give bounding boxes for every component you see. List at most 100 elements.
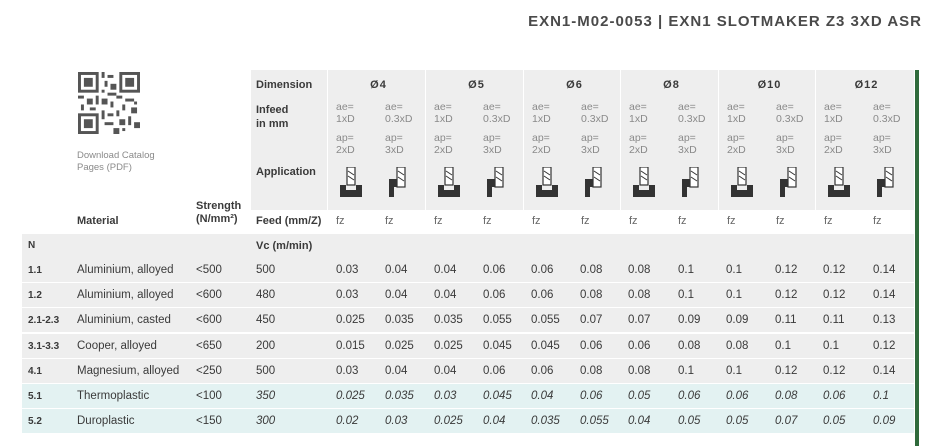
- infeed-ap-line2: 3xD: [385, 144, 404, 156]
- group-row: [22, 234, 914, 258]
- infeed-ae-line1: ae=: [776, 101, 794, 113]
- table-row: [22, 334, 914, 358]
- row-value: 0.04: [531, 390, 554, 402]
- accent-bar: [915, 70, 919, 446]
- fz-label: fz: [385, 215, 394, 227]
- row-value: 0.04: [385, 289, 408, 301]
- row-value: 0.03: [336, 264, 359, 276]
- infeed-ap-line2: 3xD: [776, 144, 795, 156]
- row-value: 0.04: [483, 415, 506, 427]
- shoulder-application-icon: [877, 167, 894, 197]
- fz-label: fz: [727, 215, 736, 227]
- row-value: 0.06: [531, 365, 554, 377]
- row-value: 0.08: [580, 289, 603, 301]
- row-value: 0.035: [531, 415, 560, 427]
- row-value: 0.015: [336, 340, 365, 352]
- infeed-ae-4-0: ae= 1xD: [727, 101, 746, 125]
- row-code: 4.1: [28, 366, 42, 377]
- infeed-ae-2-0: ae= 1xD: [532, 101, 551, 125]
- column-divider: [523, 70, 524, 210]
- dimension-0: Ø4: [370, 79, 387, 91]
- dimension-4: Ø10: [757, 79, 782, 91]
- download-catalog-link[interactable]: Download Catalog Pages (PDF): [77, 150, 155, 174]
- row-value: 0.05: [726, 415, 749, 427]
- row-value: 0.06: [483, 365, 506, 377]
- infeed-ap-2-1: ap= 3xD: [581, 132, 600, 156]
- row-value: 0.05: [678, 415, 701, 427]
- row-value: 0.025: [434, 415, 463, 427]
- group-code: N: [28, 240, 36, 251]
- table-row: [22, 409, 914, 433]
- row-value: 0.12: [775, 264, 798, 276]
- row-vc: 300: [256, 415, 276, 427]
- shoulder-application-icon: [682, 167, 699, 197]
- row-value: 0.03: [385, 415, 408, 427]
- row-value: 0.055: [580, 415, 609, 427]
- strength-header-1: Strength: [196, 200, 242, 212]
- download-line-1: Download Catalog: [77, 150, 155, 161]
- row-vc: 500: [256, 365, 276, 377]
- row-value: 0.06: [531, 264, 554, 276]
- infeed-ap-3-0: ap= 2xD: [629, 132, 648, 156]
- row-value: 0.12: [775, 365, 798, 377]
- infeed-ap-line2: 2xD: [336, 144, 355, 156]
- row-value: 0.04: [434, 365, 457, 377]
- slot-application-icon: [438, 167, 460, 197]
- row-value: 0.04: [385, 264, 408, 276]
- row-value: 0.04: [628, 415, 651, 427]
- row-material: Thermoplastic: [77, 390, 150, 402]
- row-code: 1.2: [28, 290, 42, 301]
- row-value: 0.12: [823, 264, 846, 276]
- infeed-ap-line1: ap=: [483, 132, 501, 144]
- infeed-ae-line2: 0.3xD: [581, 113, 609, 125]
- row-material: Aluminium, alloyed: [77, 289, 174, 301]
- slot-application-icon: [828, 167, 850, 197]
- infeed-ae-line2: 0.3xD: [873, 113, 901, 125]
- infeed-ap-4-1: ap= 3xD: [776, 132, 795, 156]
- fz-label: fz: [776, 215, 785, 227]
- infeed-label-1: Infeed: [256, 104, 289, 116]
- infeed-ae-line1: ae=: [434, 101, 452, 113]
- row-value: 0.06: [823, 390, 846, 402]
- fz-label: fz: [434, 215, 443, 227]
- row-strength: <600: [196, 314, 222, 326]
- infeed-ap-line1: ap=: [873, 132, 891, 144]
- row-value: 0.06: [483, 289, 506, 301]
- fz-label: fz: [336, 215, 345, 227]
- row-value: 0.06: [628, 340, 651, 352]
- row-value: 0.08: [580, 365, 603, 377]
- infeed-ap-line1: ap=: [824, 132, 842, 144]
- infeed-ap-line1: ap=: [678, 132, 696, 144]
- infeed-ae-line1: ae=: [824, 101, 842, 113]
- infeed-ae-line2: 0.3xD: [483, 113, 511, 125]
- infeed-ap-line1: ap=: [629, 132, 647, 144]
- row-value: 0.1: [726, 365, 742, 377]
- row-value: 0.08: [628, 365, 651, 377]
- infeed-ae-line1: ae=: [532, 101, 550, 113]
- column-divider: [425, 70, 426, 210]
- infeed-ap-5-1: ap= 3xD: [873, 132, 892, 156]
- slot-application-icon: [731, 167, 753, 197]
- qr-code[interactable]: [78, 72, 140, 134]
- infeed-ae-line2: 1xD: [824, 113, 843, 125]
- fz-label: fz: [873, 215, 882, 227]
- infeed-ae-line2: 1xD: [336, 113, 355, 125]
- infeed-ae-line1: ae=: [385, 101, 403, 113]
- row-value: 0.03: [336, 289, 359, 301]
- row-value: 0.08: [678, 340, 701, 352]
- infeed-ae-0-0: ae= 1xD: [336, 101, 355, 125]
- row-code: 1.1: [28, 265, 42, 276]
- row-value: 0.12: [775, 289, 798, 301]
- dimension-label: Dimension: [256, 79, 313, 91]
- row-value: 0.14: [873, 365, 896, 377]
- row-value: 0.11: [823, 314, 845, 326]
- row-value: 0.1: [678, 264, 694, 276]
- row-value: 0.06: [580, 390, 603, 402]
- column-divider: [327, 70, 328, 210]
- row-value: 0.1: [873, 390, 889, 402]
- row-strength: <250: [196, 365, 222, 377]
- row-value: 0.12: [823, 365, 846, 377]
- row-value: 0.05: [628, 390, 651, 402]
- infeed-ap-line1: ap=: [434, 132, 452, 144]
- infeed-ap-1-1: ap= 3xD: [483, 132, 502, 156]
